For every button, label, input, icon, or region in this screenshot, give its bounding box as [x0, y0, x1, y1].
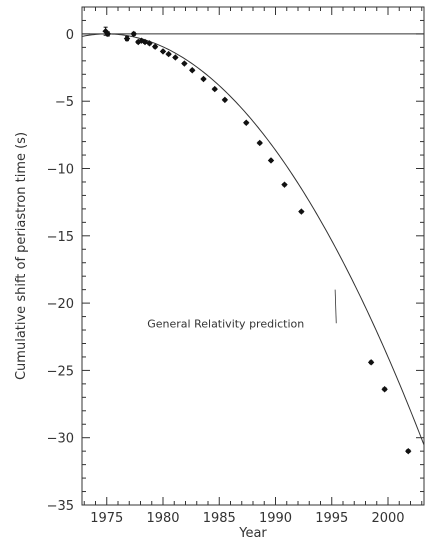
diamond-marker — [146, 40, 153, 47]
x-tick-label: 2000 — [371, 511, 404, 526]
x-tick-label: 1995 — [315, 511, 348, 526]
data-point — [211, 85, 218, 93]
diamond-marker — [159, 48, 167, 55]
y-tick-label: −5 — [55, 95, 74, 110]
annotation-leader-line — [334, 289, 337, 324]
diamond-marker — [243, 119, 250, 126]
diamond-marker — [200, 75, 207, 83]
diamond-marker — [104, 30, 112, 38]
diamond-marker — [221, 96, 229, 104]
diamond-marker — [151, 43, 159, 50]
x-tick-label: 1985 — [203, 511, 236, 526]
diamond-marker — [267, 157, 275, 164]
data-point — [200, 75, 207, 83]
data-point — [367, 359, 375, 366]
annotation-gr-prediction: General Relativity prediction — [147, 317, 304, 330]
diamond-marker — [211, 85, 218, 93]
y-axis-ticks: 0 −5 −10 −15 −20 −25 −30 −35 — [47, 6, 424, 514]
diamond-marker — [141, 38, 149, 46]
diamond-marker — [256, 139, 263, 147]
x-tick-label: 1990 — [259, 511, 292, 526]
data-point — [151, 43, 159, 50]
data-point — [123, 35, 131, 42]
diamond-marker — [172, 54, 179, 61]
diamond-marker — [181, 60, 188, 67]
data-point — [267, 157, 275, 164]
diamond-marker — [405, 447, 412, 455]
diamond-marker — [381, 386, 388, 393]
diamond-marker — [135, 38, 142, 46]
diamond-marker — [130, 30, 137, 38]
y-tick-label: −25 — [47, 364, 74, 379]
x-axis-title: Year — [238, 526, 267, 541]
data-point — [181, 60, 188, 67]
data-point — [381, 386, 388, 393]
data-point — [130, 30, 137, 38]
plot-frame — [81, 6, 425, 506]
diamond-marker — [165, 50, 172, 58]
data-points — [102, 26, 412, 455]
data-point — [104, 30, 112, 38]
data-point — [146, 40, 153, 47]
diamond-marker — [189, 67, 196, 74]
diamond-marker — [123, 35, 131, 42]
data-point — [159, 48, 167, 55]
data-point — [172, 54, 179, 61]
data-point — [256, 139, 263, 147]
data-point — [281, 181, 288, 188]
diamond-marker — [367, 359, 375, 366]
data-point — [189, 67, 196, 74]
x-tick-label: 1980 — [146, 511, 179, 526]
y-tick-label: −10 — [47, 163, 74, 178]
data-point — [405, 447, 412, 455]
y-axis-title: Cumulative shift of periastron time (s) — [14, 132, 29, 380]
y-tick-label: −15 — [47, 230, 74, 245]
y-tick-label: 0 — [66, 28, 74, 43]
data-point — [243, 119, 250, 126]
data-point — [298, 208, 305, 215]
y-tick-label: −35 — [47, 499, 74, 514]
diamond-marker — [298, 208, 305, 215]
x-tick-label: 1975 — [90, 511, 123, 526]
x-axis-ticks: 1975 1980 1985 1990 1995 2000 — [83, 7, 423, 526]
diamond-marker — [281, 181, 288, 188]
data-point — [221, 96, 229, 104]
y-tick-label: −30 — [47, 432, 74, 447]
diamond-marker — [138, 37, 145, 44]
gr-prediction-curve — [81, 33, 425, 446]
data-point — [165, 50, 172, 58]
y-tick-label: −20 — [47, 297, 74, 312]
